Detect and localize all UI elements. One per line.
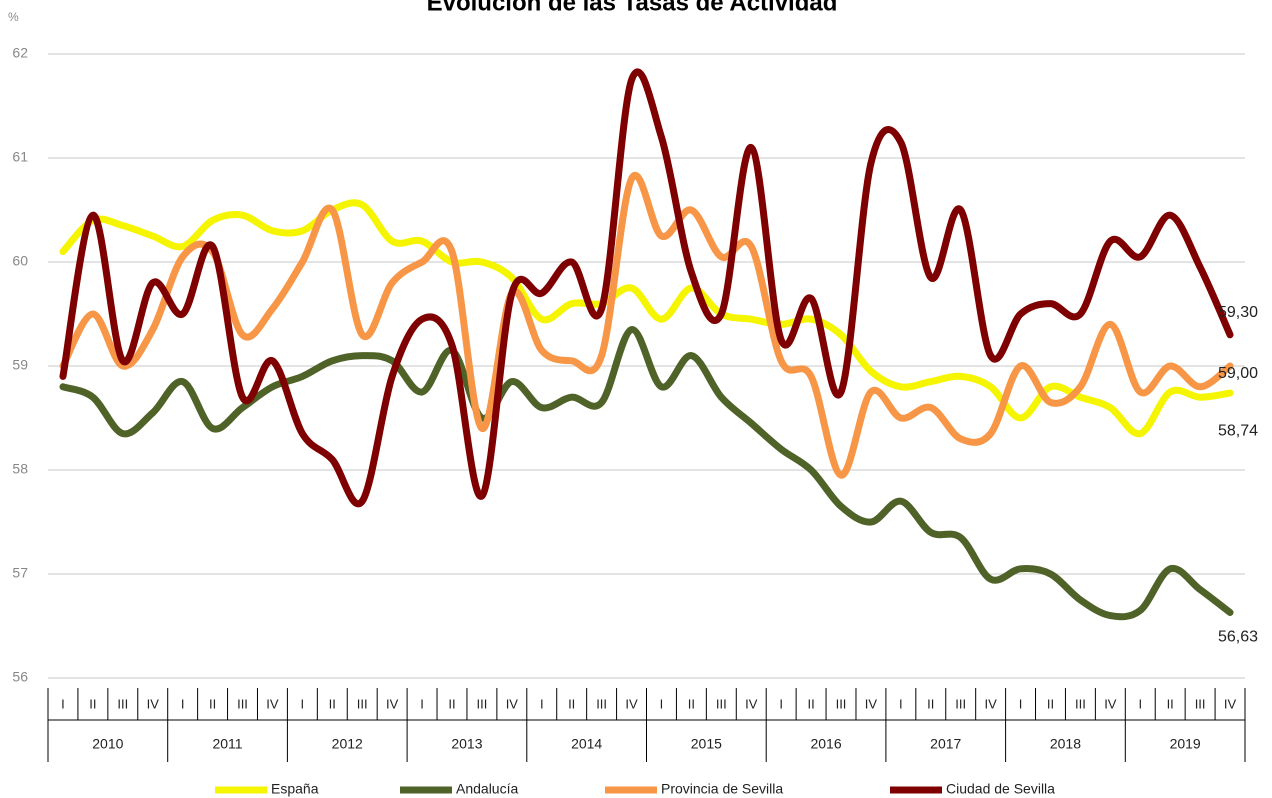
y-tick-label: 61	[12, 149, 28, 165]
x-tick-label: I	[660, 696, 664, 711]
series-line	[59, 326, 1234, 621]
x-tick-label: III	[237, 696, 248, 711]
x-tick-label: IV	[266, 696, 279, 711]
y-tick-label: 58	[12, 461, 28, 477]
value-label: 56,63	[1218, 629, 1258, 646]
x-tick-label: II	[209, 696, 216, 711]
value-label: 59,30	[1218, 304, 1258, 321]
x-tick-label: II	[1167, 696, 1174, 711]
year-label: 2015	[691, 736, 722, 752]
x-tick-label: II	[927, 696, 934, 711]
y-tick-label: 59	[12, 357, 28, 373]
year-label: 2010	[92, 736, 123, 752]
x-tick-label: III	[596, 696, 607, 711]
year-label: 2018	[1050, 736, 1081, 752]
x-tick-label: IV	[147, 696, 160, 711]
series-line	[59, 199, 1234, 438]
series-line	[59, 172, 1234, 479]
y-tick-label: 62	[12, 45, 28, 61]
x-tick-label: II	[448, 696, 455, 711]
x-tick-label: III	[1075, 696, 1086, 711]
x-tick-label: I	[899, 696, 903, 711]
x-tick-label: I	[1019, 696, 1023, 711]
y-tick-label: 57	[12, 565, 28, 581]
x-tick-label: IV	[745, 696, 758, 711]
year-label: 2013	[451, 736, 482, 752]
year-label: 2016	[810, 736, 841, 752]
x-tick-label: II	[329, 696, 336, 711]
x-tick-label: IV	[984, 696, 997, 711]
x-tick-label: IV	[1104, 696, 1117, 711]
legend-label: Provincia de Sevilla	[661, 781, 783, 797]
x-tick-label: III	[117, 696, 128, 711]
x-tick-label: IV	[386, 696, 399, 711]
x-tick-label: II	[568, 696, 575, 711]
value-label: 58,74	[1218, 422, 1258, 439]
y-tick-label: 56	[12, 669, 28, 685]
chart-title: Evolución de las Tasas de Actividad	[427, 0, 838, 16]
x-tick-label: IV	[865, 696, 878, 711]
y-tick-label: 60	[12, 253, 28, 269]
x-tick-label: IV	[506, 696, 519, 711]
x-tick-label: I	[181, 696, 185, 711]
x-tick-label: III	[1195, 696, 1206, 711]
legend-label: Andalucía	[456, 781, 518, 797]
legend-label: Ciudad de Sevilla	[946, 781, 1055, 797]
year-label: 2017	[930, 736, 961, 752]
x-tick-label: II	[89, 696, 96, 711]
x-tick-label: I	[301, 696, 305, 711]
year-label: 2019	[1170, 736, 1201, 752]
x-tick-label: II	[1047, 696, 1054, 711]
x-tick-label: III	[836, 696, 847, 711]
x-tick-label: I	[1138, 696, 1142, 711]
value-label: 59,00	[1218, 365, 1258, 382]
x-tick-label: IV	[625, 696, 638, 711]
x-tick-label: III	[955, 696, 966, 711]
x-tick-label: I	[540, 696, 544, 711]
x-tick-label: I	[61, 696, 65, 711]
legend-label: España	[271, 781, 319, 797]
x-tick-label: II	[688, 696, 695, 711]
x-tick-label: III	[716, 696, 727, 711]
x-tick-label: III	[357, 696, 368, 711]
series-line	[59, 68, 1234, 508]
x-tick-label: III	[476, 696, 487, 711]
year-label: 2014	[571, 736, 602, 752]
year-label: 2011	[212, 736, 242, 752]
x-tick-label: I	[779, 696, 783, 711]
x-tick-label: I	[420, 696, 424, 711]
year-label: 2012	[332, 736, 363, 752]
x-tick-label: II	[807, 696, 814, 711]
x-tick-label: IV	[1224, 696, 1237, 711]
y-unit: %	[8, 10, 19, 24]
